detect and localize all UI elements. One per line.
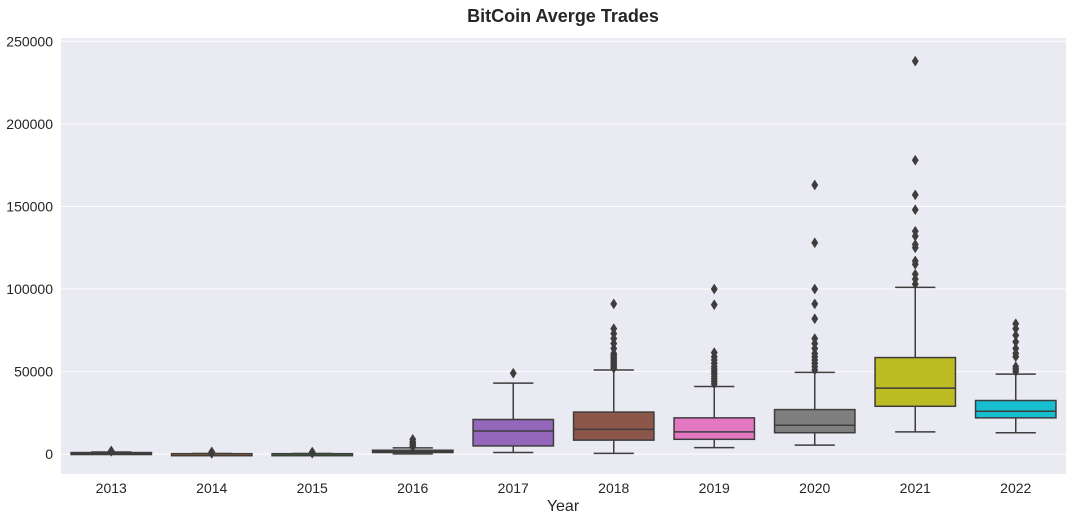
y-tick-label-50000: 50000 — [14, 364, 53, 380]
outlier-2020-10 — [811, 298, 819, 310]
iqr-box-2020 — [773, 408, 856, 434]
x-tick-label-2013: 2013 — [96, 480, 127, 496]
outlier-2021-2 — [911, 268, 919, 280]
box-2021 — [874, 55, 957, 433]
outlier-2021-11 — [911, 154, 919, 166]
outlier-2022-2 — [1012, 361, 1020, 373]
x-axis-label: Year — [547, 498, 580, 515]
box-2014 — [170, 446, 253, 459]
iqr-box-2017 — [472, 418, 555, 447]
outlier-2015-3 — [308, 446, 316, 458]
outlier-2022-6 — [1012, 336, 1020, 348]
outlier-2021-4 — [911, 255, 919, 267]
box-2022 — [974, 318, 1057, 434]
y-axis-ticks: 0 50000 100000 150000 200000 250000 — [6, 33, 53, 462]
outlier-2019-13 — [710, 283, 718, 295]
outlier-2021-12 — [911, 55, 919, 67]
outlier-2021-8 — [911, 225, 919, 237]
outlier-2017-0 — [509, 367, 517, 379]
x-tick-label-2017: 2017 — [498, 480, 529, 496]
x-tick-label-2022: 2022 — [1000, 480, 1031, 496]
outlier-2020-9 — [811, 313, 819, 325]
y-tick-label-100000: 100000 — [6, 281, 53, 297]
outlier-2021-10 — [911, 189, 919, 201]
outlier-2020-13 — [811, 179, 819, 191]
outlier-2020-8 — [811, 333, 819, 345]
outlier-2013-1 — [107, 445, 115, 457]
box-2015 — [271, 446, 354, 459]
outlier-2022-5 — [1012, 343, 1020, 354]
outlier-2021-9 — [911, 204, 919, 216]
y-tick-label-0: 0 — [45, 446, 53, 462]
y-tick-label-250000: 250000 — [6, 33, 53, 49]
iqr-box-2019 — [673, 417, 756, 441]
box-2020 — [773, 179, 856, 446]
chart-title: BitCoin Averge Trades — [467, 6, 659, 26]
outlier-2020-11 — [811, 283, 819, 295]
box-2016 — [371, 433, 454, 455]
y-tick-label-200000: 200000 — [6, 116, 53, 132]
x-tick-label-2019: 2019 — [699, 480, 730, 496]
x-tick-label-2021: 2021 — [900, 480, 931, 496]
outlier-2022-9 — [1012, 318, 1020, 330]
x-tick-label-2016: 2016 — [397, 480, 428, 496]
outlier-2019-11 — [710, 347, 718, 359]
outlier-2021-6 — [911, 238, 919, 250]
outlier-2018-15 — [610, 298, 618, 310]
y-tick-label-150000: 150000 — [6, 198, 53, 214]
iqr-box-2021 — [874, 356, 957, 408]
box-2017 — [472, 367, 555, 454]
outlier-2014-5 — [208, 446, 216, 458]
box-2019 — [673, 283, 756, 449]
iqr-box-2022 — [974, 399, 1057, 419]
outlier-2016-4 — [409, 433, 417, 445]
x-tick-label-2018: 2018 — [598, 480, 629, 496]
outlier-2022-7 — [1012, 329, 1020, 341]
x-tick-label-2020: 2020 — [799, 480, 830, 496]
x-axis-ticks: 2013 2014 2015 2016 2017 2018 2019 2020 2021 2022 — [96, 480, 1032, 496]
box-series — [70, 55, 1057, 459]
box-2013 — [70, 445, 153, 457]
box-2018 — [572, 298, 655, 455]
x-tick-label-2014: 2014 — [196, 480, 227, 496]
iqr-box-2018 — [572, 411, 655, 441]
x-tick-label-2015: 2015 — [297, 480, 328, 496]
outlier-2020-12 — [811, 237, 819, 249]
outlier-2019-12 — [710, 299, 718, 311]
outlier-2018-14 — [610, 323, 618, 335]
